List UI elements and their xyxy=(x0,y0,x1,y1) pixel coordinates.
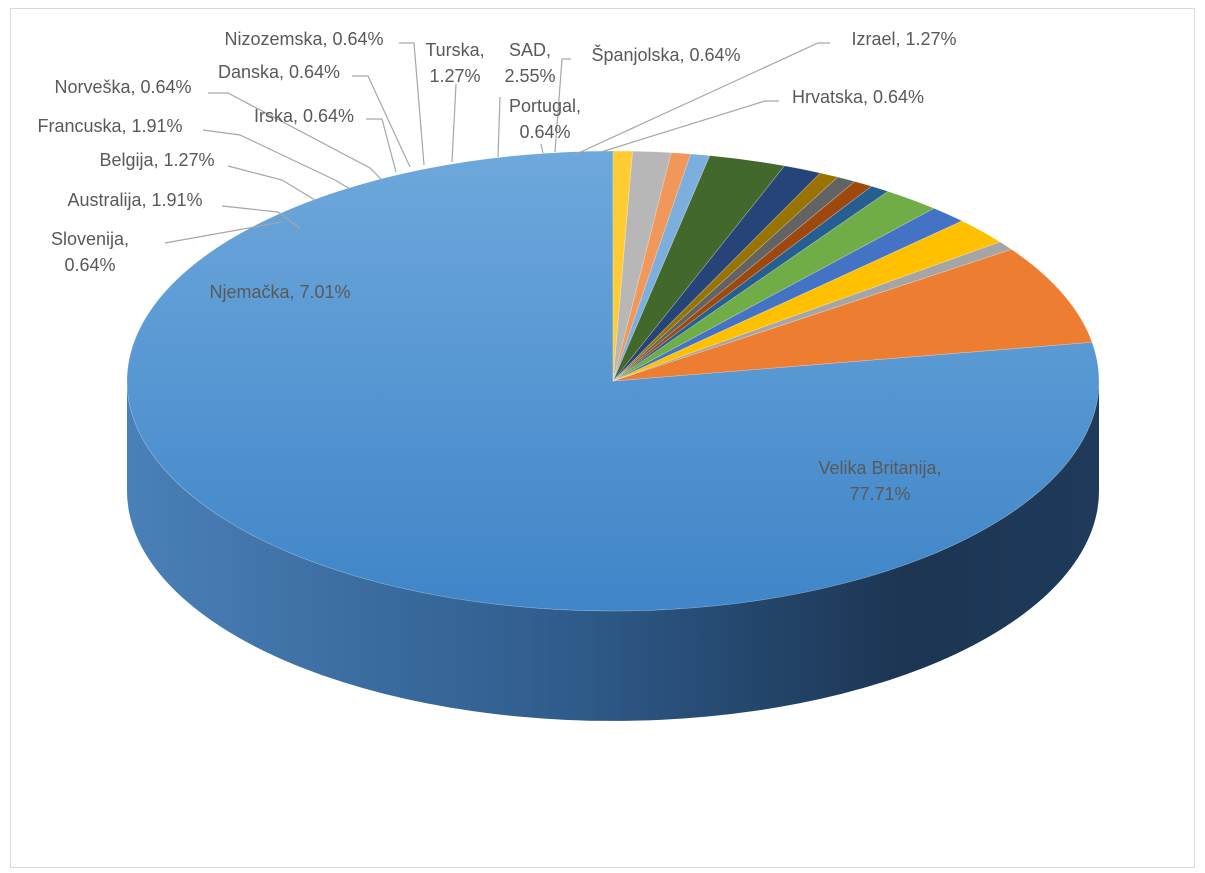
leader-line-10 xyxy=(451,83,457,163)
pie-slice-9 xyxy=(612,172,839,382)
pie-slice-4 xyxy=(612,207,963,382)
leader-line-6 xyxy=(208,92,383,181)
pie-side-0 xyxy=(127,381,1099,721)
pie-slice-0 xyxy=(126,150,1100,612)
pie-slice-10 xyxy=(612,165,821,382)
leader-line-15 xyxy=(600,100,779,153)
pie-slice-6 xyxy=(612,185,889,382)
leader-line-12 xyxy=(540,143,544,154)
leader-line-8 xyxy=(352,75,411,168)
slice-label-2: Slovenija, 0.64% xyxy=(51,229,129,275)
slice-label-6: Norveška, 0.64% xyxy=(54,77,191,97)
pie-slice-5 xyxy=(612,190,935,382)
slice-label-4: Belgija, 1.27% xyxy=(99,150,214,170)
leader-line-11 xyxy=(497,96,501,158)
pie-slice-7 xyxy=(612,181,873,382)
slice-label-0: Velika Britanija, 77.71% xyxy=(818,458,941,504)
pie-slice-13 xyxy=(612,152,691,382)
slice-label-5: Francuska, 1.91% xyxy=(37,116,182,136)
slice-label-11: SAD, 2.55% xyxy=(504,40,555,86)
pie-slice-15 xyxy=(612,150,633,382)
slice-label-12: Portugal, 0.64% xyxy=(509,96,581,142)
slice-label-15: Hrvatska, 0.64% xyxy=(792,87,924,107)
pie-slice-8 xyxy=(612,176,856,382)
leader-line-2 xyxy=(164,221,283,244)
pie-slice-1 xyxy=(612,248,1093,382)
leader-line-13 xyxy=(554,58,571,153)
pie-slice-12 xyxy=(612,153,711,382)
slice-label-14: Izrael, 1.27% xyxy=(851,29,956,49)
leader-line-4 xyxy=(227,165,316,201)
leader-line-14 xyxy=(573,42,830,156)
leader-line-5 xyxy=(202,129,351,190)
slice-label-7: Irska, 0.64% xyxy=(254,106,354,126)
pie-slice-14 xyxy=(612,150,672,382)
slice-label-9: Nizozemska, 0.64% xyxy=(224,29,383,49)
slice-label-3: Australija, 1.91% xyxy=(67,190,202,210)
pie-slice-3 xyxy=(612,220,1001,382)
slice-label-8: Danska, 0.64% xyxy=(218,62,340,82)
leader-line-7 xyxy=(366,118,397,173)
slice-label-1: Njemačka, 7.01% xyxy=(209,282,350,302)
pie-slice-11 xyxy=(612,155,786,382)
pie-slice-2 xyxy=(612,241,1013,382)
slice-label-13: Španjolska, 0.64% xyxy=(591,44,740,65)
leader-line-3 xyxy=(221,205,301,229)
slice-label-10: Turska, 1.27% xyxy=(425,40,484,86)
leader-line-9 xyxy=(399,42,425,166)
